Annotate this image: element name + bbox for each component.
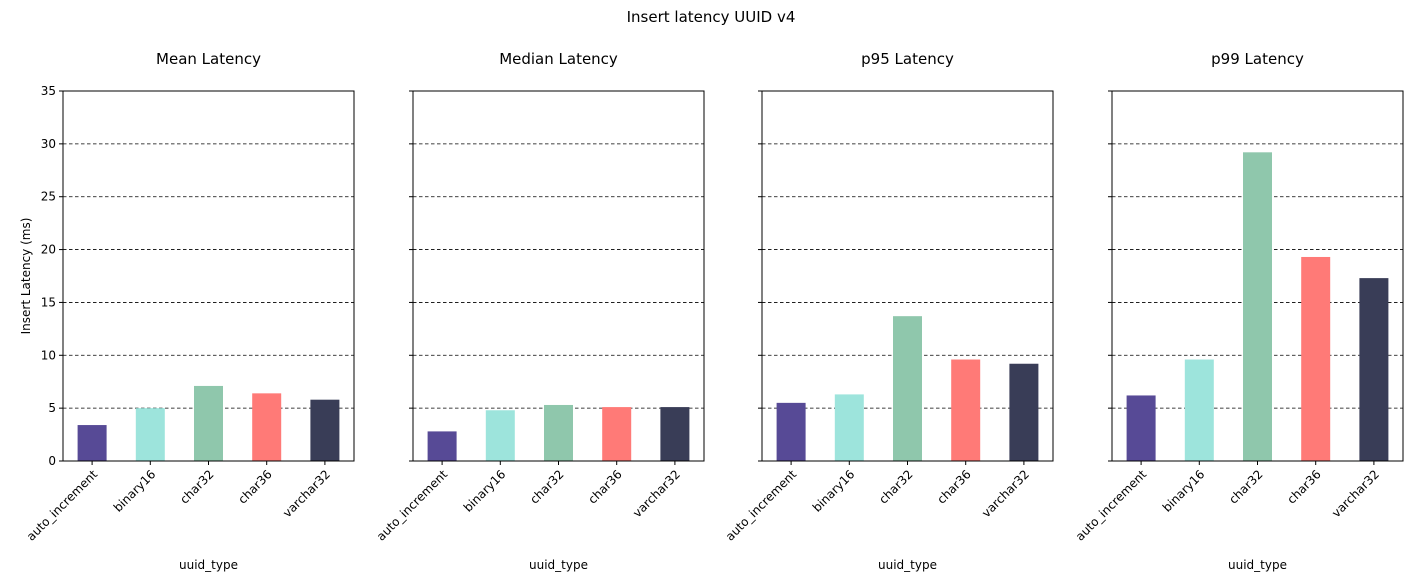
y-tick-label: 10 — [41, 348, 56, 362]
bar-varchar32 — [1009, 363, 1039, 461]
y-tick-label: 25 — [41, 190, 56, 204]
x-tick-label: auto_increment — [24, 467, 101, 544]
bar-char32 — [1243, 152, 1272, 462]
bar-binary16 — [485, 410, 515, 461]
bar-varchar32 — [310, 399, 340, 461]
x-axis-label: uuid_type — [179, 558, 238, 572]
x-tick-label: varchar32 — [979, 467, 1032, 520]
bar-auto_increment — [776, 402, 806, 461]
bar-auto_increment — [427, 431, 457, 461]
x-tick-label: varchar32 — [630, 467, 683, 520]
bar-binary16 — [135, 408, 165, 461]
bar-varchar32 — [1359, 278, 1389, 461]
y-axis-label: Insert Latency (ms) — [19, 218, 33, 335]
x-tick-label: char32 — [876, 467, 915, 506]
y-tick-label: 15 — [41, 295, 56, 309]
x-tick-label: char36 — [585, 467, 624, 506]
bar-auto_increment — [1126, 395, 1156, 461]
x-tick-label: varchar32 — [280, 467, 333, 520]
x-tick-label: auto_increment — [723, 467, 800, 544]
bar-char32 — [544, 404, 573, 461]
x-axis-label: uuid_type — [878, 558, 937, 572]
bar-char36 — [1301, 256, 1331, 461]
bar-char36 — [252, 393, 282, 461]
bar-auto_increment — [77, 425, 107, 461]
x-tick-label: char36 — [934, 467, 973, 506]
bar-binary16 — [1184, 359, 1214, 461]
x-tick-label: auto_increment — [1073, 467, 1150, 544]
bar-char36 — [951, 359, 981, 461]
x-tick-label: binary16 — [1160, 467, 1208, 515]
bar-char32 — [194, 385, 223, 461]
x-tick-label: auto_increment — [374, 467, 451, 544]
x-tick-label: char36 — [235, 467, 274, 506]
bar-varchar32 — [660, 407, 690, 461]
x-axis-label: uuid_type — [529, 558, 588, 572]
x-axis-label: uuid_type — [1228, 558, 1287, 572]
x-tick-label: binary16 — [111, 467, 159, 515]
x-tick-label: binary16 — [810, 467, 858, 515]
bar-char36 — [602, 407, 632, 461]
subplot-title: p99 Latency — [1211, 50, 1304, 68]
subplot-title: Median Latency — [499, 50, 618, 68]
subplot-title: p95 Latency — [861, 50, 954, 68]
subplot-title: Mean Latency — [156, 50, 261, 68]
x-tick-label: char32 — [527, 467, 566, 506]
y-tick-label: 0 — [48, 454, 56, 468]
y-tick-label: 5 — [48, 401, 56, 415]
y-tick-label: 30 — [41, 137, 56, 151]
x-tick-label: binary16 — [461, 467, 509, 515]
bar-binary16 — [834, 394, 864, 461]
x-tick-label: varchar32 — [1329, 467, 1382, 520]
x-tick-label: char36 — [1284, 467, 1323, 506]
y-tick-label: 20 — [41, 243, 56, 257]
bar-char32 — [893, 316, 922, 461]
y-tick-label: 35 — [41, 84, 56, 98]
x-tick-label: char32 — [1226, 467, 1265, 506]
x-tick-label: char32 — [177, 467, 216, 506]
figure-title: Insert latency UUID v4 — [627, 8, 796, 26]
